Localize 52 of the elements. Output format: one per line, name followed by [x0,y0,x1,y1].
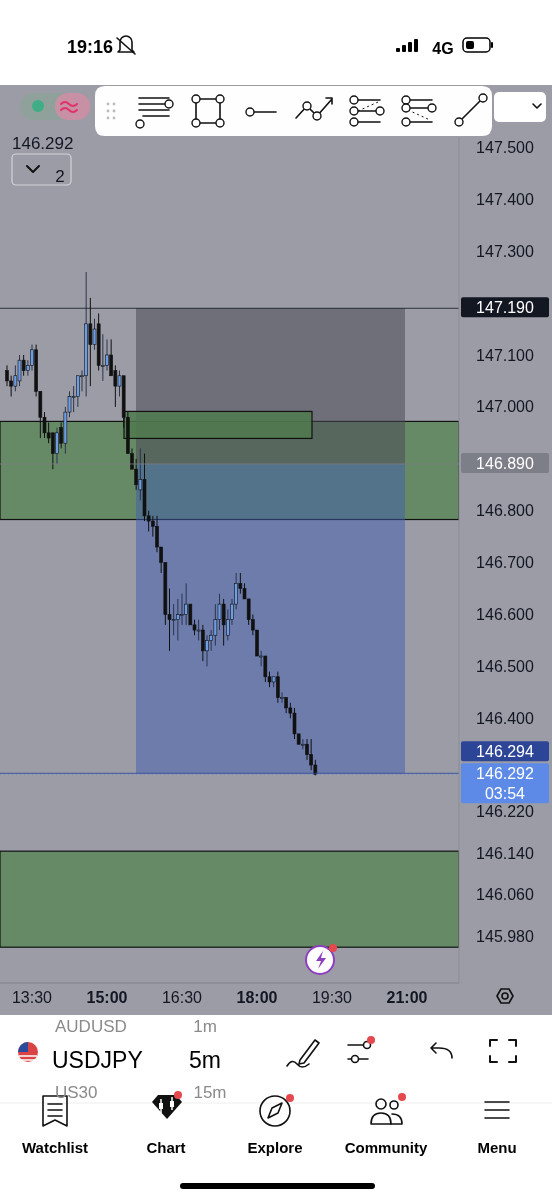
ref-line-label: 146.890 [476,454,535,472]
text: 5m [189,1047,221,1074]
text: 19:16 [66,37,114,58]
text: Chart [146,1139,186,1157]
candlestick [76,375,80,408]
candlestick [201,624,205,662]
text: USDJPY [52,1047,143,1074]
y-tick-label: 147.500 [476,138,535,156]
text: Explore [247,1139,303,1157]
x-tick-label: 21:00 [386,989,428,1006]
text: US30 [55,1082,98,1102]
x-tick-label: 16:30 [161,989,203,1006]
y-tick-label: 146.700 [476,554,535,572]
x-tick-label: 19:30 [311,989,353,1006]
y-tick-label: 146.060 [476,886,535,904]
candlestick [176,598,180,641]
text: Menu [477,1139,517,1157]
text: Watchlist [21,1139,89,1157]
y-tick-label: 146.800 [476,502,535,520]
text: Community [344,1139,428,1157]
text: 15m [193,1082,227,1102]
y-tick-label: 147.000 [476,398,535,416]
ref-line-label: 147.190 [476,298,535,316]
ref-line-label: 146.292 03:54 [476,764,535,802]
candlestick [180,593,184,626]
y-tick-label: 147.300 [476,242,535,260]
y-tick-label: 146.400 [476,709,535,727]
x-tick-label: 18:00 [236,989,278,1006]
y-tick-label: 146.500 [476,658,535,675]
candlestick [17,354,22,387]
annotation: 146.292 [12,133,74,153]
y-tick-label: 145.980 [476,927,535,945]
y-tick-label: 146.220 [476,803,535,821]
x-tick-label: 13:30 [11,989,53,1006]
y-tick-label: 147.100 [476,346,535,364]
candlestick [5,364,9,387]
x-tick-label: 15:00 [86,989,128,1006]
candlestick [221,598,226,647]
y-tick-label: 146.140 [476,844,535,862]
ref-line-label: 146.294 [476,742,535,760]
text: 4G [432,39,454,57]
candlestick [263,655,268,683]
y-tick-label: 146.600 [476,606,535,624]
text: AUDUSD [55,1016,127,1036]
candlestick [171,603,176,636]
candlestick [88,297,93,387]
annotation: 2 [55,166,65,186]
candlestick [276,671,280,704]
text: 1m [193,1016,217,1036]
candlestick [55,427,59,465]
candlestick [51,432,55,470]
y-tick-label: 147.400 [476,190,535,208]
